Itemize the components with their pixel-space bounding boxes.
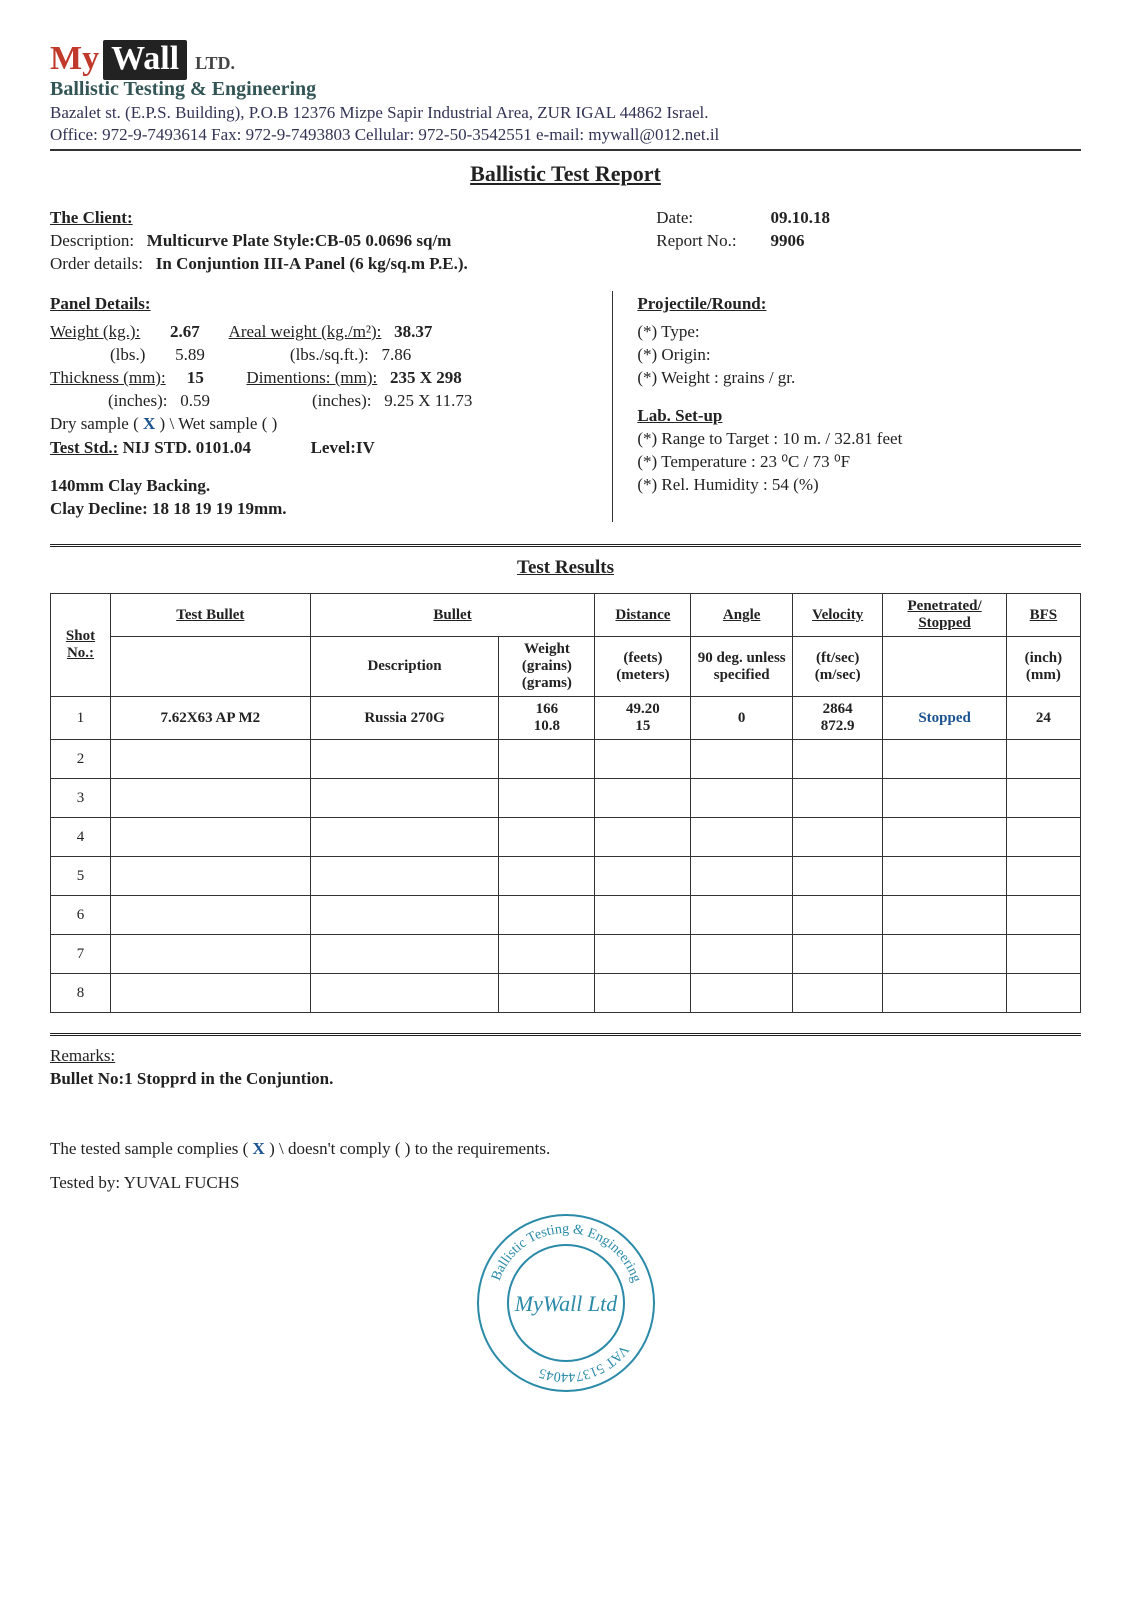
thick-mm: 15 <box>187 368 204 387</box>
test-std: NIJ STD. 0101.04 <box>123 438 251 457</box>
report-title: Ballistic Test Report <box>50 161 1081 187</box>
svg-text:Ballistic Testing & Engineerin: Ballistic Testing & Engineering <box>489 1222 643 1284</box>
order-label: Order details: <box>50 254 143 273</box>
reportno-label: Report No.: <box>656 231 766 251</box>
tested-by-label: Tested by: <box>50 1173 124 1192</box>
results-table: Shot No.: Test Bullet Bullet Distance An… <box>50 593 1081 1013</box>
dry-close: ) \ Wet sample ( ) <box>160 414 278 433</box>
table-row: 6 <box>51 896 1081 935</box>
logo-my: My <box>50 40 99 78</box>
projectile-heading: Projectile/Round: <box>637 294 1081 314</box>
logo-wall: Wall <box>103 40 187 80</box>
dim-mm: 235 X 298 <box>390 368 462 387</box>
level: IV <box>356 438 375 457</box>
clay-decline: Clay Decline: 18 18 19 19 19mm. <box>50 499 582 519</box>
date-label: Date: <box>656 208 766 228</box>
comply-mark: X <box>253 1139 265 1158</box>
table-row: 3 <box>51 779 1081 818</box>
company-subtitle: Ballistic Testing & Engineering <box>50 78 1081 101</box>
weight-lbs: 5.89 <box>175 345 205 364</box>
areal-lbs-label: (lbs./sq.ft.): <box>290 345 369 364</box>
thick-in: 0.59 <box>180 391 210 410</box>
col-testbullet: Test Bullet <box>176 607 244 623</box>
col-bfs-sub: (inch) (mm) <box>1025 650 1063 683</box>
comply-a: The tested sample complies ( <box>50 1139 253 1158</box>
remarks-text: Bullet No:1 Stopprd in the Conjuntion. <box>50 1069 1081 1089</box>
lab-range: (*) Range to Target : 10 m. / 32.81 feet <box>637 429 1081 449</box>
col-distance: Distance <box>615 607 670 623</box>
proj-origin: (*) Origin: <box>637 345 1081 365</box>
col-distance-sub: (feets) (meters) <box>616 650 669 683</box>
panel-heading: Panel Details: <box>50 294 582 314</box>
comply-b: ) \ doesn't comply ( ) to the requiremen… <box>269 1139 550 1158</box>
table-row: 17.62X63 AP M2Russia 270G16610.849.20150… <box>51 697 1081 740</box>
remarks-heading: Remarks: <box>50 1046 115 1065</box>
col-weight: Weight <box>524 641 570 657</box>
details-section: Panel Details: Weight (kg.): 2.67 Areal … <box>50 291 1081 522</box>
col-velocity: Velocity <box>812 607 863 623</box>
lab-humidity: (*) Rel. Humidity : 54 (%) <box>637 475 1081 495</box>
company-logo: My Wall LTD. <box>50 40 1081 80</box>
dry-mark: X <box>143 414 155 433</box>
dim-in: 9.25 X 11.73 <box>384 391 472 410</box>
col-weight-sub: (grains) (grams) <box>522 658 572 691</box>
svg-text:VAT 513744045: VAT 513744045 <box>537 1342 631 1384</box>
col-penetrated: Penetrated/ Stopped <box>908 598 982 631</box>
desc-label: Description: <box>50 231 134 250</box>
thick-in-label: (inches): <box>108 391 167 410</box>
areal-label: Areal weight (kg./m²): <box>229 322 382 341</box>
col-shotno: Shot No.: <box>66 628 95 661</box>
dry-label: Dry sample ( <box>50 414 139 433</box>
header-section: The Client: Description: Multicurve Plat… <box>50 205 1081 277</box>
clay-backing: 140mm Clay Backing. <box>50 476 582 496</box>
proj-type: (*) Type: <box>637 322 1081 342</box>
col-velocity-sub: (ft/sec) (m/sec) <box>815 650 861 683</box>
test-std-label: Test Std.: <box>50 438 118 457</box>
col-bullet-desc: Description <box>367 658 441 674</box>
table-row: 2 <box>51 740 1081 779</box>
weight-lbs-label: (lbs.) <box>110 345 145 364</box>
col-bfs: BFS <box>1030 607 1058 623</box>
stamp-icon: Ballistic Testing & Engineering VAT 5137… <box>466 1203 666 1403</box>
lab-temp: (*) Temperature : 23 ⁰C / 73 ⁰F <box>637 452 1081 472</box>
weight-kg: 2.67 <box>170 322 200 341</box>
proj-weight: (*) Weight : grains / gr. <box>637 368 1081 388</box>
areal-kg: 38.37 <box>394 322 432 341</box>
col-bullet: Bullet <box>433 607 471 623</box>
logo-ltd: LTD. <box>195 53 235 74</box>
table-row: 7 <box>51 935 1081 974</box>
tested-by: YUVAL FUCHS <box>124 1173 240 1192</box>
weight-kg-label: Weight (kg.): <box>50 322 140 341</box>
company-contact: Office: 972-9-7493614 Fax: 972-9-7493803… <box>50 125 1081 145</box>
date-value: 09.10.18 <box>771 208 831 227</box>
client-heading: The Client: <box>50 208 133 227</box>
table-row: 4 <box>51 818 1081 857</box>
col-angle-sub: 90 deg. unless specified <box>698 650 786 683</box>
dim-in-label: (inches): <box>312 391 371 410</box>
svg-text:MyWall Ltd: MyWall Ltd <box>513 1291 617 1316</box>
dim-mm-label: Dimentions: (mm): <box>246 368 377 387</box>
thick-mm-label: Thickness (mm): <box>50 368 166 387</box>
results-title: Test Results <box>50 557 1081 579</box>
lab-heading: Lab. Set-up <box>637 406 1081 426</box>
table-row: 8 <box>51 974 1081 1013</box>
order-value: In Conjuntion III-A Panel (6 kg/sq.m P.E… <box>156 254 468 273</box>
company-address: Bazalet st. (E.P.S. Building), P.O.B 123… <box>50 103 1081 123</box>
reportno-value: 9906 <box>771 231 805 250</box>
level-label: Level: <box>311 438 356 457</box>
desc-value: Multicurve Plate Style:CB-05 0.0696 sq/m <box>147 231 452 250</box>
table-row: 5 <box>51 857 1081 896</box>
areal-lbs: 7.86 <box>382 345 412 364</box>
col-angle: Angle <box>723 607 761 623</box>
